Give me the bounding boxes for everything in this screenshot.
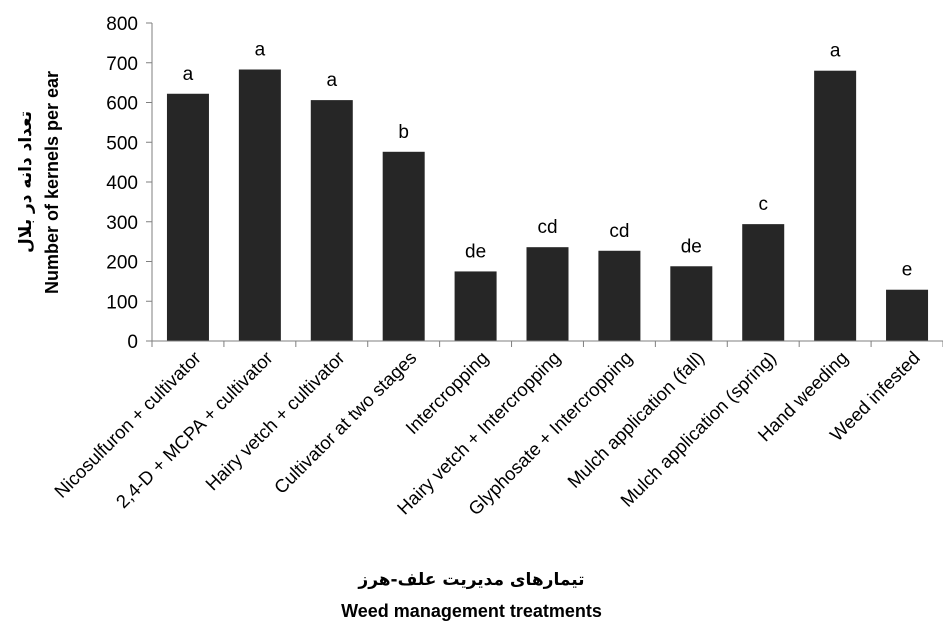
y-tick-label: 300 [106,213,138,234]
x-tick-label: Mulch application (fall) [563,347,708,492]
y-tick-label: 800 [106,14,138,35]
bar [238,69,281,341]
y-tick-label: 200 [106,253,138,274]
bar [382,151,425,341]
y-axis: 0 100 200 300 400 500 600 700 800 [106,14,153,353]
significance-letter: cd [537,217,557,238]
bar [742,224,785,341]
y-tick-label: 0 [127,332,138,353]
significance-letters: a a a b de cd cd de c a e [183,40,913,281]
x-tick-label: Cultivator at two stages [270,347,421,498]
y-tick-label: 500 [106,133,138,154]
y-axis-label-persian: تعداد دانه در بلال [15,111,36,253]
significance-letter: de [681,236,702,257]
x-tick-label: Hairy vetch + cultivator [201,347,349,495]
significance-letter: b [398,122,409,143]
y-tick-label: 100 [106,292,138,313]
significance-letter: a [183,64,194,85]
bar [598,250,641,341]
x-axis-label-persian: تیمارهای مدیریت علف-هرز [358,570,585,590]
significance-letter: a [255,40,266,61]
significance-letter: c [758,194,768,215]
significance-letter: a [830,41,841,62]
y-tick-label: 400 [106,173,138,194]
significance-letter: e [902,260,913,281]
bar [454,271,497,341]
bar [886,289,929,341]
bar [670,266,713,341]
x-axis-label: Weed management treatments [341,601,602,621]
y-tick-label: 600 [106,94,138,115]
y-axis-label: Number of kernels per ear [42,70,63,294]
significance-letter: de [465,241,486,262]
significance-letter: a [326,70,337,91]
bar [310,100,353,342]
bar [166,93,209,341]
x-tick-label: Nicosulfuron + cultivator [50,347,205,502]
bar [814,70,857,341]
significance-letter: cd [609,221,629,242]
y-tick-label: 700 [106,54,138,75]
bars [166,69,929,342]
bar [526,247,569,341]
